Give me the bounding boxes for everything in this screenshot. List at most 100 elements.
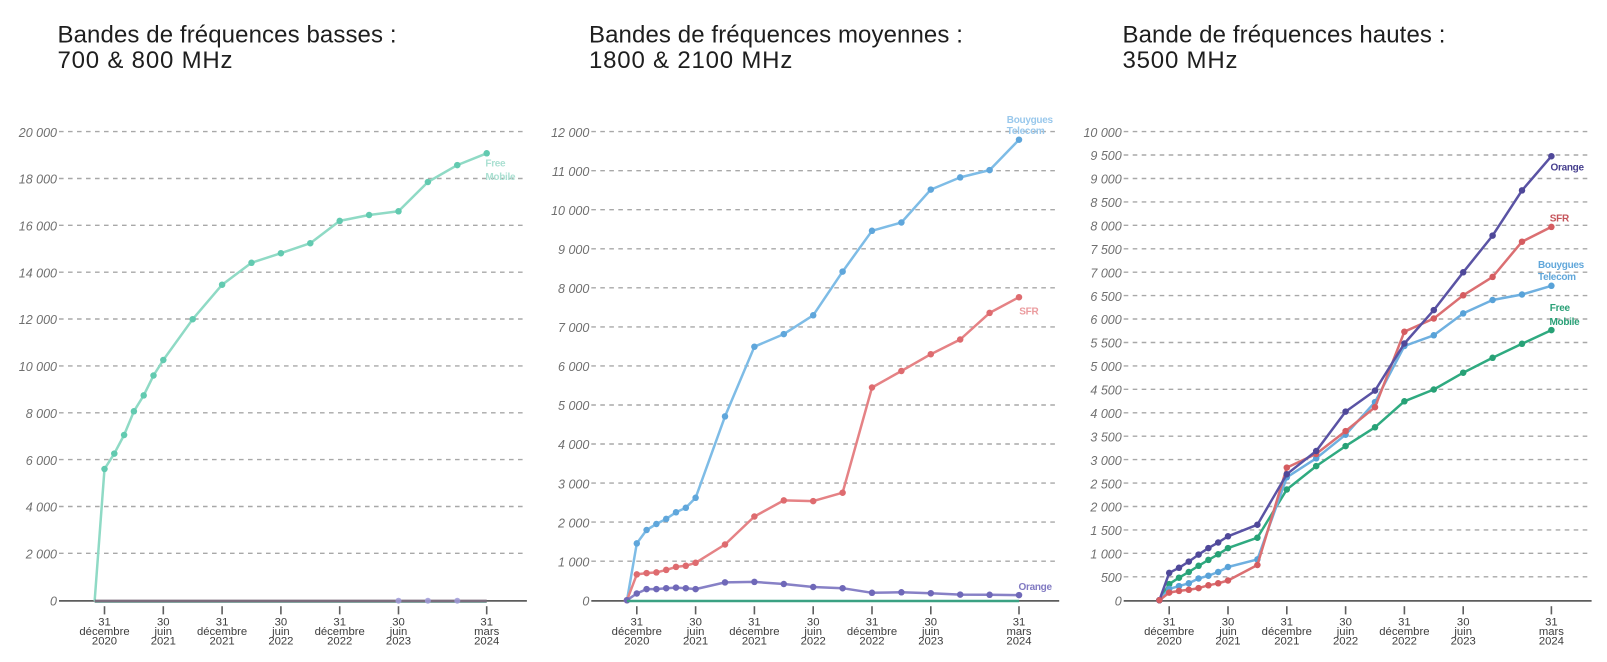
svg-text:30: 30 bbox=[689, 617, 702, 629]
svg-text:3 500: 3 500 bbox=[1090, 430, 1121, 444]
svg-text:juin: juin bbox=[803, 626, 822, 638]
svg-text:juin: juin bbox=[389, 626, 408, 638]
svg-text:16 000: 16 000 bbox=[19, 220, 57, 234]
svg-text:12 000: 12 000 bbox=[551, 126, 589, 140]
svg-text:7 500: 7 500 bbox=[1090, 243, 1121, 257]
svg-text:4 000: 4 000 bbox=[558, 438, 589, 452]
svg-text:décembre: décembre bbox=[1262, 626, 1312, 638]
svg-text:2 000: 2 000 bbox=[1089, 501, 1121, 515]
svg-text:2020: 2020 bbox=[1157, 636, 1182, 648]
svg-text:juin: juin bbox=[1453, 626, 1472, 638]
svg-text:5 500: 5 500 bbox=[1090, 337, 1121, 351]
svg-text:2021: 2021 bbox=[210, 636, 235, 648]
svg-text:4 000: 4 000 bbox=[26, 501, 57, 515]
svg-text:2022: 2022 bbox=[1333, 636, 1358, 648]
svg-text:2022: 2022 bbox=[801, 636, 826, 648]
svg-text:31: 31 bbox=[1398, 617, 1411, 629]
svg-text:1 500: 1 500 bbox=[1090, 524, 1121, 538]
svg-text:0: 0 bbox=[582, 594, 589, 608]
svg-text:0: 0 bbox=[50, 594, 57, 608]
svg-text:30: 30 bbox=[1222, 617, 1235, 629]
svg-text:31: 31 bbox=[1163, 617, 1176, 629]
svg-text:8 000: 8 000 bbox=[26, 407, 57, 421]
svg-text:2021: 2021 bbox=[1215, 636, 1240, 648]
svg-text:2024: 2024 bbox=[1539, 636, 1564, 648]
svg-text:Bandes de fréquences moyennes: Bandes de fréquences moyennes : bbox=[589, 22, 963, 49]
svg-text:2022: 2022 bbox=[327, 636, 352, 648]
svg-text:31: 31 bbox=[480, 617, 493, 629]
svg-text:décembre: décembre bbox=[1379, 626, 1429, 638]
svg-text:30: 30 bbox=[392, 617, 405, 629]
svg-text:décembre: décembre bbox=[197, 626, 247, 638]
svg-text:2024: 2024 bbox=[1006, 636, 1031, 648]
svg-text:500: 500 bbox=[1101, 571, 1122, 585]
svg-text:30: 30 bbox=[1339, 617, 1352, 629]
svg-text:2021: 2021 bbox=[1274, 636, 1299, 648]
svg-text:Telecom: Telecom bbox=[1007, 126, 1045, 137]
svg-text:31: 31 bbox=[748, 617, 761, 629]
svg-text:décembre: décembre bbox=[729, 626, 779, 638]
svg-text:juin: juin bbox=[686, 626, 705, 638]
svg-text:31: 31 bbox=[866, 617, 879, 629]
svg-text:2024: 2024 bbox=[474, 636, 499, 648]
svg-text:0: 0 bbox=[1115, 594, 1122, 608]
svg-text:SFR: SFR bbox=[1550, 213, 1570, 224]
svg-text:2020: 2020 bbox=[92, 636, 117, 648]
svg-text:mars: mars bbox=[1539, 626, 1564, 638]
svg-text:2021: 2021 bbox=[742, 636, 767, 648]
svg-text:2022: 2022 bbox=[859, 636, 884, 648]
svg-text:10 000: 10 000 bbox=[1083, 126, 1121, 140]
svg-text:Bandes de fréquences basses :: Bandes de fréquences basses : bbox=[58, 22, 397, 49]
svg-text:décembre: décembre bbox=[1144, 626, 1194, 638]
svg-text:Telecom: Telecom bbox=[1538, 272, 1576, 283]
svg-text:2 500: 2 500 bbox=[1089, 477, 1121, 491]
svg-text:31: 31 bbox=[1013, 617, 1026, 629]
svg-text:31: 31 bbox=[631, 617, 644, 629]
svg-text:31: 31 bbox=[333, 617, 346, 629]
svg-text:juin: juin bbox=[921, 626, 940, 638]
svg-text:juin: juin bbox=[154, 626, 173, 638]
svg-text:2021: 2021 bbox=[683, 636, 708, 648]
svg-text:12 000: 12 000 bbox=[19, 313, 57, 327]
svg-text:Bouygues: Bouygues bbox=[1007, 115, 1054, 126]
svg-text:30: 30 bbox=[1457, 617, 1470, 629]
svg-text:Orange: Orange bbox=[1551, 163, 1585, 174]
svg-text:Bouygues: Bouygues bbox=[1538, 260, 1585, 271]
svg-text:5 000: 5 000 bbox=[558, 399, 589, 413]
svg-text:mars: mars bbox=[474, 626, 499, 638]
svg-text:30: 30 bbox=[925, 617, 938, 629]
svg-text:mars: mars bbox=[1006, 626, 1031, 638]
svg-text:décembre: décembre bbox=[847, 626, 897, 638]
svg-text:8 000: 8 000 bbox=[1090, 220, 1121, 234]
svg-text:31: 31 bbox=[216, 617, 229, 629]
svg-text:30: 30 bbox=[807, 617, 820, 629]
svg-text:2023: 2023 bbox=[1451, 636, 1476, 648]
svg-text:2020: 2020 bbox=[624, 636, 649, 648]
svg-text:31: 31 bbox=[1545, 617, 1558, 629]
svg-text:9 000: 9 000 bbox=[558, 243, 589, 257]
svg-text:2022: 2022 bbox=[268, 636, 293, 648]
svg-text:3 000: 3 000 bbox=[1090, 454, 1121, 468]
svg-text:5 000: 5 000 bbox=[1090, 360, 1121, 374]
svg-text:9 000: 9 000 bbox=[1090, 173, 1121, 187]
svg-text:décembre: décembre bbox=[79, 626, 129, 638]
svg-text:9 500: 9 500 bbox=[1090, 149, 1121, 163]
svg-text:décembre: décembre bbox=[612, 626, 662, 638]
svg-text:14 000: 14 000 bbox=[19, 266, 57, 280]
svg-text:décembre: décembre bbox=[315, 626, 365, 638]
svg-text:1 000: 1 000 bbox=[558, 555, 589, 569]
svg-text:4 000: 4 000 bbox=[1090, 407, 1121, 421]
svg-text:10 000: 10 000 bbox=[551, 204, 589, 218]
svg-text:2023: 2023 bbox=[918, 636, 943, 648]
svg-text:juin: juin bbox=[1336, 626, 1355, 638]
svg-text:2022: 2022 bbox=[1392, 636, 1417, 648]
svg-text:700 & 800 MHz: 700 & 800 MHz bbox=[58, 47, 234, 74]
svg-text:7 000: 7 000 bbox=[1090, 266, 1121, 280]
svg-text:4 500: 4 500 bbox=[1090, 384, 1121, 398]
svg-text:31: 31 bbox=[1281, 617, 1294, 629]
svg-text:6 500: 6 500 bbox=[1090, 290, 1121, 304]
svg-text:20 000: 20 000 bbox=[18, 126, 57, 140]
svg-text:6 000: 6 000 bbox=[26, 454, 57, 468]
svg-text:1 000: 1 000 bbox=[1090, 548, 1121, 562]
svg-text:2 000: 2 000 bbox=[25, 548, 57, 562]
